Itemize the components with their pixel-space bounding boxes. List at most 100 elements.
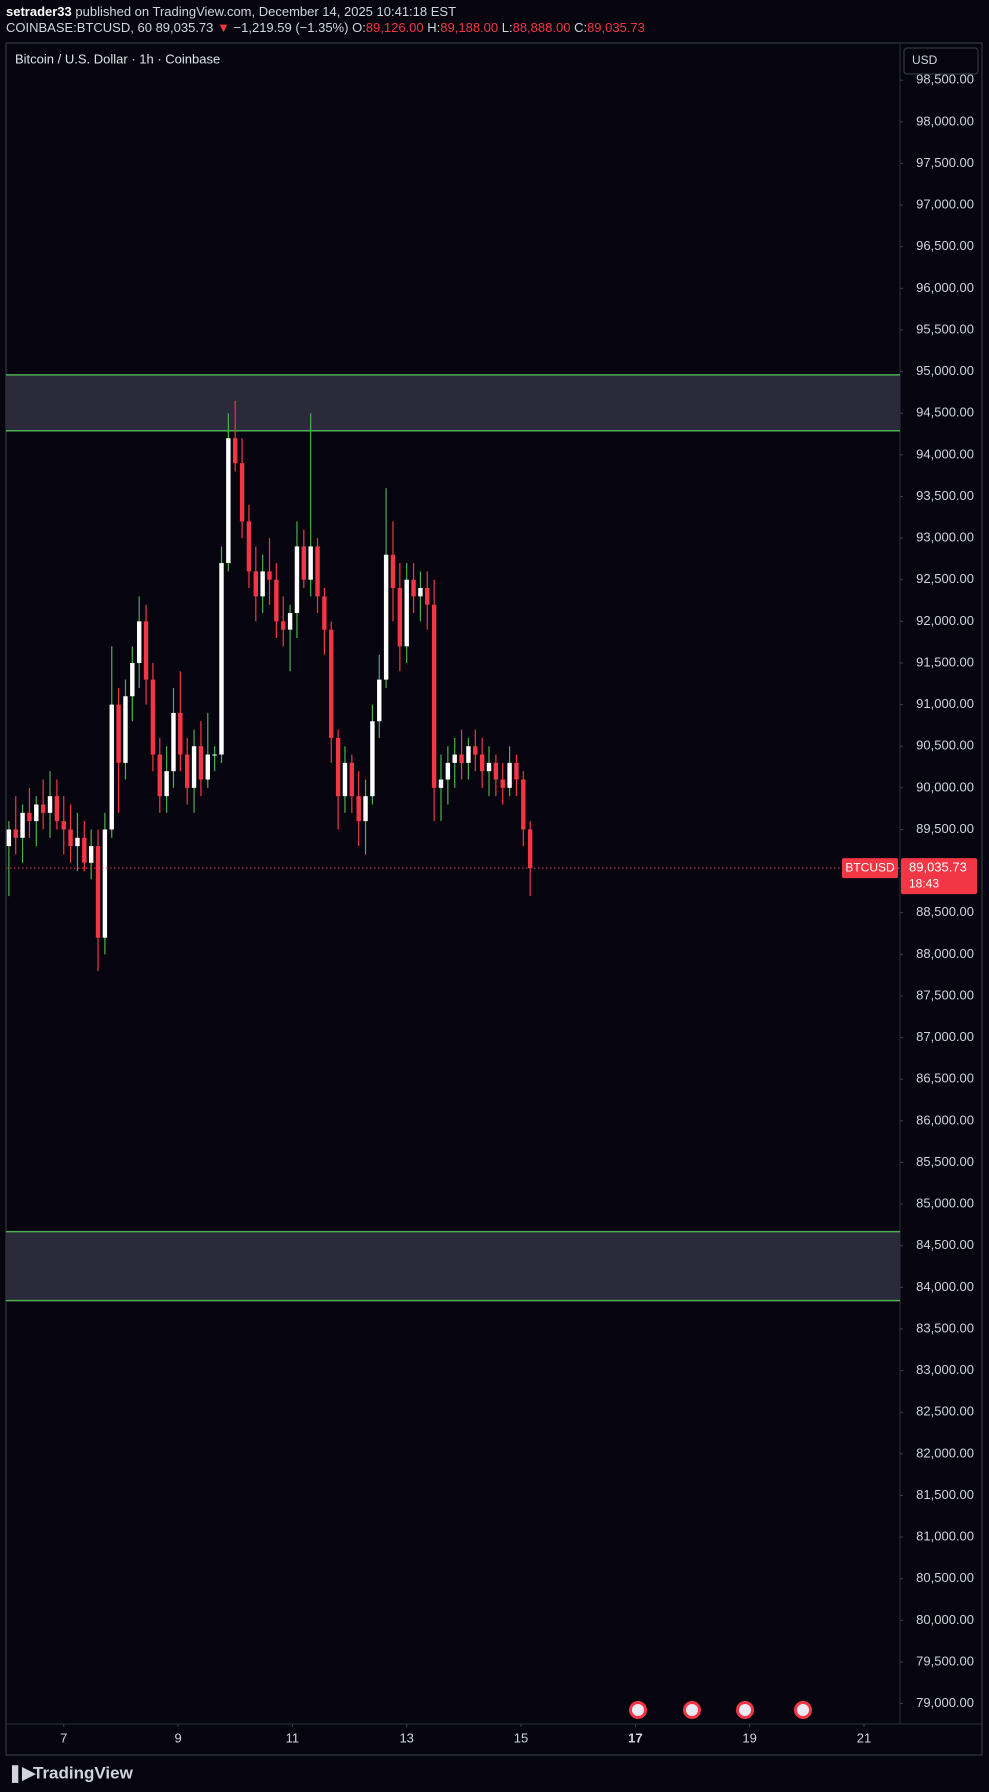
chart-frame xyxy=(5,42,983,1756)
x-tick-label: 21 xyxy=(857,1730,871,1745)
currency[interactable]: USD xyxy=(912,53,938,67)
y-tick-label: 96,500.00 xyxy=(916,238,974,253)
candle-body xyxy=(102,829,108,938)
candle xyxy=(383,488,389,688)
candle-body xyxy=(294,546,300,614)
candle-body xyxy=(198,746,204,780)
y-tick-label: 95,000.00 xyxy=(916,363,974,378)
candle-body xyxy=(370,721,375,797)
candle xyxy=(521,771,526,847)
price-tag xyxy=(901,858,977,895)
candle xyxy=(178,671,183,772)
countdown: 18:43 xyxy=(909,876,939,890)
o-label: O: xyxy=(352,20,366,35)
candle-body xyxy=(281,621,286,630)
candle-body xyxy=(171,712,176,772)
candle xyxy=(466,737,471,780)
candle-body xyxy=(34,804,39,822)
o-value: 89,126.00 xyxy=(365,20,424,35)
candle-body xyxy=(246,521,252,572)
candle-body xyxy=(40,804,46,813)
flag[interactable] xyxy=(632,1704,644,1716)
flag[interactable] xyxy=(686,1704,698,1716)
y-tick-label: 84,000.00 xyxy=(916,1279,974,1294)
candle-body xyxy=(185,754,190,788)
flag[interactable] xyxy=(739,1704,751,1716)
candle xyxy=(219,546,224,763)
candle-body xyxy=(493,762,499,780)
y-tick-label: 91,500.00 xyxy=(916,654,974,669)
c-value: 89,035.73 xyxy=(587,20,645,35)
brand-logo[interactable]: ❚▶ xyxy=(8,1763,36,1783)
candle xyxy=(13,796,18,855)
candle xyxy=(6,821,12,897)
c-label: C: xyxy=(574,20,588,35)
candle xyxy=(246,504,252,589)
author[interactable]: setrader33 xyxy=(6,4,72,19)
candle xyxy=(438,754,444,822)
l-value: 88,888.00 xyxy=(512,20,571,35)
y-tick-label: 95,500.00 xyxy=(916,321,974,336)
candle-body xyxy=(95,846,101,938)
candle-body xyxy=(349,762,355,797)
x-tick-label: 19 xyxy=(742,1730,756,1745)
candle xyxy=(459,729,464,780)
candle-body xyxy=(322,596,327,630)
candle-body xyxy=(356,796,361,822)
candle xyxy=(500,762,505,805)
candle-body xyxy=(164,771,169,797)
brand[interactable]: ❚▶ TradingView xyxy=(8,1763,134,1783)
x-tick-label: 11 xyxy=(286,1730,300,1745)
x-tick-label: 13 xyxy=(399,1730,413,1745)
candle-body xyxy=(136,621,142,663)
candle xyxy=(27,787,32,838)
price-tag-label: 89,035.73 xyxy=(909,860,967,875)
candle-body xyxy=(500,779,505,788)
candle-body xyxy=(116,704,121,763)
publish-line: setrader33 published on TradingView.com,… xyxy=(6,4,456,19)
candle xyxy=(370,704,375,805)
candle-body xyxy=(123,696,128,763)
candle xyxy=(473,729,478,772)
candle-body xyxy=(377,679,382,722)
candle xyxy=(335,729,341,830)
candle-body xyxy=(61,821,66,830)
candle xyxy=(20,804,25,863)
candle xyxy=(109,646,114,838)
candle xyxy=(527,821,533,897)
brand-name[interactable]: TradingView xyxy=(33,1763,134,1782)
direction: ▼ xyxy=(217,20,230,35)
candle-body xyxy=(390,554,396,589)
candle xyxy=(294,521,300,638)
candle-body xyxy=(466,746,471,763)
x-tick-label: 9 xyxy=(174,1730,181,1745)
y-tick-label: 86,000.00 xyxy=(916,1112,974,1127)
candle-body xyxy=(486,762,492,772)
event-flags[interactable] xyxy=(629,1701,812,1719)
y-tick-label: 93,000.00 xyxy=(916,530,974,545)
candle-body xyxy=(507,762,512,788)
candle xyxy=(308,413,313,597)
candle-body xyxy=(404,579,409,647)
candle xyxy=(205,712,210,788)
y-tick-label: 86,500.00 xyxy=(916,1071,974,1086)
candle xyxy=(212,746,217,772)
candle xyxy=(95,829,101,971)
candle xyxy=(116,687,121,813)
currency-button[interactable] xyxy=(903,47,979,75)
candle-body xyxy=(383,554,389,680)
candle-body xyxy=(150,679,156,755)
candle-body xyxy=(425,588,430,605)
candle-body xyxy=(212,754,217,756)
candle-body xyxy=(130,662,135,697)
candle-body xyxy=(233,438,238,464)
y-tick-label: 84,500.00 xyxy=(916,1237,974,1252)
candle xyxy=(226,413,231,572)
candle xyxy=(342,746,348,813)
candle xyxy=(157,737,162,813)
candle xyxy=(452,737,457,788)
y-tick-label: 87,000.00 xyxy=(916,1029,974,1044)
candle xyxy=(301,529,307,589)
flag[interactable] xyxy=(797,1704,809,1716)
